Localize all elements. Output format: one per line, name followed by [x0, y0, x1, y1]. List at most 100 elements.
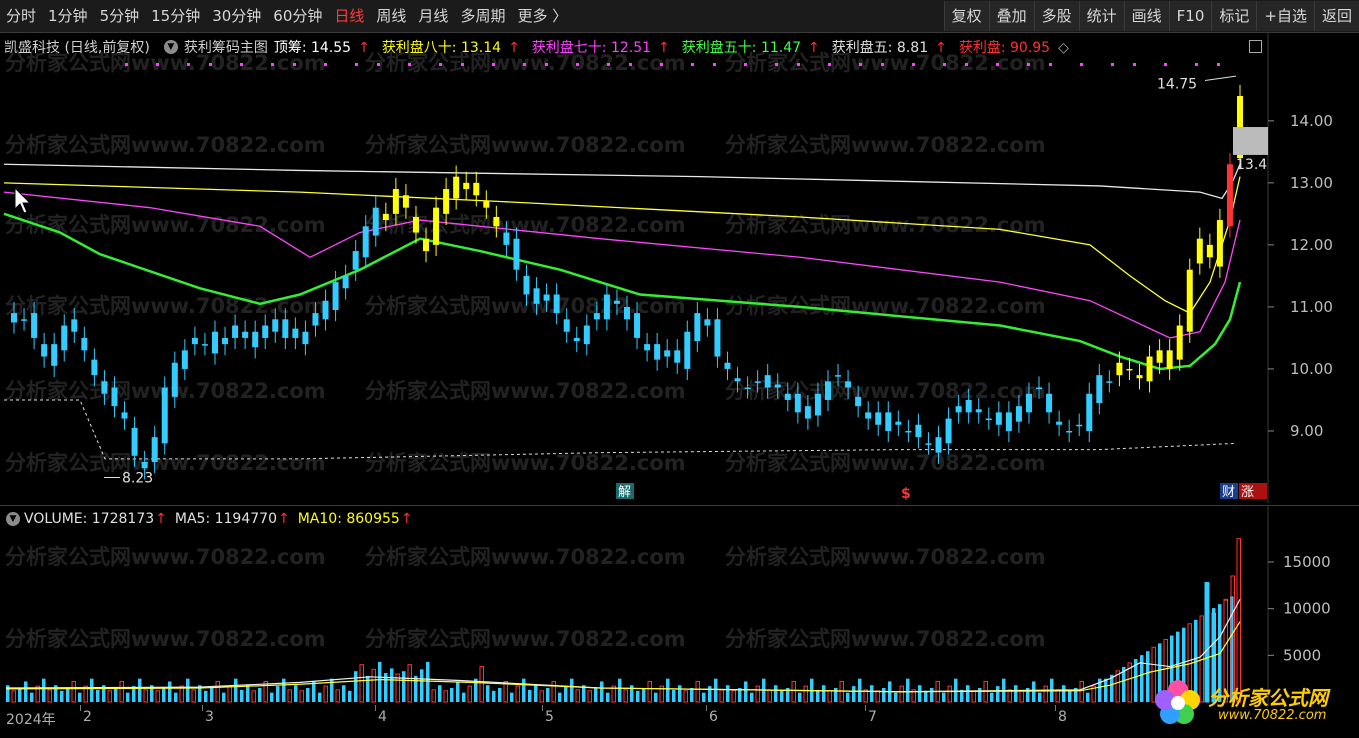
- volume-bar: [767, 689, 772, 703]
- tool-button-2[interactable]: 多股: [1033, 1, 1079, 31]
- volume-ma10-line: [5, 621, 1241, 693]
- volume-bar: [282, 678, 286, 702]
- tab-9[interactable]: 多周期: [460, 7, 506, 25]
- volume-bar: [222, 692, 226, 702]
- volume-bar: [60, 690, 64, 702]
- collapse-icon[interactable]: ▼: [163, 40, 178, 54]
- volume-bar: [402, 671, 406, 702]
- tab-10[interactable]: 更多 〉: [517, 7, 568, 25]
- indicator-name[interactable]: 获利筹码主图: [183, 40, 268, 56]
- volume-bar: [726, 685, 730, 702]
- volume-bar: [119, 680, 124, 703]
- volume-chart[interactable]: 分析家公式网www.70822.com 分析家公式网www.70822.com 分析…: [0, 506, 1359, 706]
- tool-button-6[interactable]: 标记: [1211, 1, 1257, 31]
- candle-body: [784, 393, 791, 400]
- volume-collapse-icon[interactable]: ▼: [6, 512, 20, 526]
- candle-body: [804, 406, 811, 419]
- candle-body: [925, 443, 932, 445]
- limit-up-event-marker-bg: [1239, 483, 1267, 499]
- volume-bar: [534, 685, 538, 702]
- watermark-text: 分析家公式网www.70822.com: [725, 545, 1046, 569]
- tool-button-4[interactable]: 画线: [1123, 1, 1169, 31]
- candle-body: [1025, 393, 1032, 413]
- tab-4[interactable]: 30分钟: [212, 7, 262, 25]
- date-axis: 2024年 2 3 4 5 6 7 8: [0, 705, 1268, 733]
- volume-bar: [210, 688, 214, 702]
- volume-bar: [1026, 688, 1030, 702]
- high-price-label: 14.75: [1157, 77, 1197, 93]
- candle-body: [935, 437, 942, 453]
- volume-bar: [492, 690, 496, 702]
- tab-3[interactable]: 15分钟: [151, 7, 201, 25]
- tab-1[interactable]: 1分钟: [48, 7, 88, 25]
- volume-bar: [882, 688, 886, 702]
- tool-button-3[interactable]: 统计: [1078, 1, 1124, 31]
- candle-body: [945, 418, 952, 444]
- volume-bar: [1122, 666, 1126, 702]
- volume-bar: [366, 675, 370, 702]
- candle-body: [965, 399, 972, 413]
- volume-bar: [420, 669, 424, 702]
- volume-bar: [1230, 575, 1235, 703]
- candle-body: [955, 406, 962, 413]
- signal-dot: [461, 63, 464, 66]
- signal-dot: [943, 63, 946, 66]
- candle-body: [543, 294, 550, 301]
- tool-button-7[interactable]: +自选: [1256, 1, 1314, 31]
- volume-bar: [1146, 651, 1150, 702]
- profit-50-value: 获利盘五十: 11.47 ↑: [681, 40, 820, 56]
- month-label: 4: [378, 709, 387, 725]
- candle-body: [473, 182, 480, 196]
- candle-body: [463, 182, 470, 190]
- volume-bar: [1104, 678, 1108, 702]
- tab-6[interactable]: 日线: [334, 7, 365, 25]
- tab-8[interactable]: 月线: [418, 7, 449, 25]
- signal-dot: [355, 63, 358, 66]
- volume-bar: [306, 688, 310, 702]
- watermark-text: 分析家公式网www.70822.com: [725, 379, 1046, 403]
- candle-body: [201, 344, 208, 346]
- tool-button-1[interactable]: 叠加: [988, 1, 1034, 31]
- watermark-text: 分析家公式网www.70822.com: [725, 451, 1046, 475]
- volume-bar: [996, 686, 1000, 702]
- volume-bar: [678, 685, 682, 702]
- tool-button-5[interactable]: F10: [1168, 1, 1212, 31]
- candle-body: [644, 344, 651, 351]
- price-chart[interactable]: 分析家公式网www.70822.com 分析家公式网www.70822.com 分析…: [0, 33, 1359, 503]
- volume-bar: [438, 685, 442, 702]
- month-tick: [375, 705, 376, 711]
- price-axis-label: 11.00: [1290, 298, 1333, 316]
- volume-bar: [174, 692, 178, 702]
- unlock-event-marker-bg: [616, 483, 634, 499]
- candle-body: [523, 275, 530, 295]
- tool-button-0[interactable]: 复权: [943, 1, 989, 31]
- volume-bar: [371, 668, 376, 703]
- volume-bar: [618, 678, 622, 702]
- month-label: 5: [545, 709, 554, 725]
- signal-dot: [607, 63, 610, 66]
- candle-body: [1146, 356, 1153, 382]
- tab-2[interactable]: 5分钟: [99, 7, 140, 25]
- volume-bar: [251, 690, 256, 703]
- volume-bar: [179, 685, 184, 703]
- volume-bar: [47, 689, 52, 703]
- tab-5[interactable]: 60分钟: [273, 7, 323, 25]
- candle-body: [1136, 375, 1143, 379]
- signal-dot: [691, 63, 694, 66]
- volume-bar: [546, 688, 550, 702]
- tab-0[interactable]: 分时: [6, 7, 37, 25]
- candle-body: [312, 313, 319, 326]
- volume-bar: [359, 664, 364, 703]
- candle-body: [975, 409, 982, 413]
- tool-button-8[interactable]: 返回: [1313, 1, 1359, 31]
- volume-bar: [1115, 670, 1120, 703]
- candle-body: [855, 396, 862, 407]
- profit-70-value: 获利盘七十: 12.51 ↑: [531, 40, 670, 56]
- panel-maximize-icon[interactable]: [1249, 40, 1262, 53]
- candle-body: [483, 201, 490, 208]
- volume-bar: [6, 685, 10, 702]
- tab-7[interactable]: 周线: [376, 7, 407, 25]
- candle-body: [1056, 421, 1063, 425]
- price-chart-panel[interactable]: 分析家公式网www.70822.com 分析家公式网www.70822.com 分析…: [0, 33, 1359, 503]
- volume-panel[interactable]: 分析家公式网www.70822.com 分析家公式网www.70822.com 分析…: [0, 505, 1359, 706]
